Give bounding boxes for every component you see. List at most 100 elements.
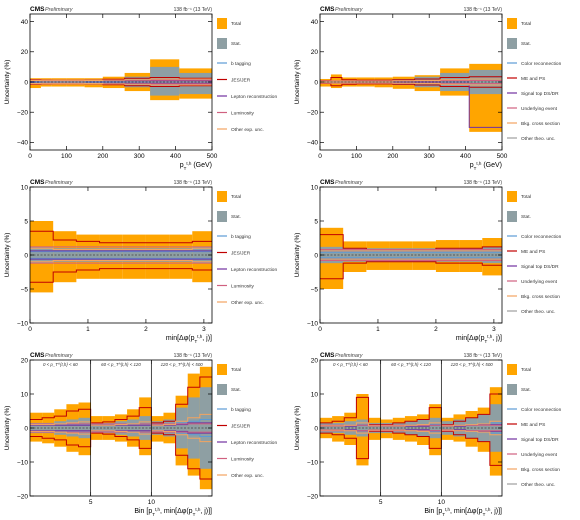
legend-label: b tagging [231, 234, 251, 240]
bin-note: 0 < p_T^{t,h} < 60 [333, 362, 368, 367]
legend-label: Lepton reconstruction [231, 267, 277, 273]
x-axis-label-part: Bin [p [424, 508, 442, 515]
legend-swatch-box [507, 364, 517, 375]
lumi-label: 138 fb⁻¹ (13 TeV) [464, 353, 503, 359]
legend-label: Bkg. cross section [521, 467, 560, 473]
x-axis-label-part: , min[Δφ(p [160, 508, 193, 515]
legend-label: Stat. [521, 214, 531, 220]
x-axis-label-part: t,h [186, 161, 192, 166]
x-axis-label-part: t,h [197, 334, 203, 339]
chart-svg-5: 0 < p_T^{t,h} < 60 60 < p_T^{t,h} < 120 12… [4, 352, 277, 517]
legend-entry: b tagging [217, 234, 251, 240]
cms-label: CMS [30, 179, 45, 186]
legend-label: Other theo. unc. [521, 309, 555, 315]
cms-label: CMS [30, 352, 45, 359]
stat-band-bin [30, 422, 43, 434]
legend-entry: Total [507, 191, 531, 202]
panel-6: 0 < p_T^{t,h} < 60 60 < p_T^{t,h} < 120 12… [290, 346, 580, 519]
x-axis-label-part: p [180, 162, 184, 169]
y-tick-label: −10 [307, 320, 318, 327]
x-axis-label-part: Bin [p [134, 508, 152, 515]
legend-label: Signal top DS/DR [521, 437, 559, 443]
legend-entry: Underlying event [507, 452, 558, 458]
systematic-line-5-down [30, 82, 212, 86]
x-tick-label: 200 [97, 153, 108, 160]
stat-band-bin [343, 248, 367, 262]
preliminary-label: Preliminary [45, 180, 74, 186]
y-tick-label: 5 [314, 218, 318, 225]
legend-label: Other exp. unc. [231, 300, 264, 306]
x-axis-label-part: , j)] [202, 335, 212, 342]
x-axis-label-part: min[Δφ(p [456, 335, 485, 342]
cms-label: CMS [30, 6, 45, 13]
stat-band-bin [344, 421, 357, 435]
x-tick-label: 0 [318, 326, 322, 333]
plot-body [320, 227, 502, 289]
stat-band-bin [414, 76, 441, 88]
legend-label: Stat. [521, 41, 531, 47]
legend-label: Other theo. unc. [521, 482, 555, 488]
y-axis-label: Uncertainty (%) [294, 233, 301, 278]
systematic-line-2-down [30, 432, 212, 480]
preliminary-label: Preliminary [335, 7, 364, 13]
legend-label: Luminosity [231, 284, 255, 290]
bin-note: 0 < p_T^{t,h} < 60 [43, 362, 78, 367]
y-tick-label: −20 [17, 493, 28, 500]
legend-label: Total [521, 367, 531, 373]
y-tick-label: −20 [307, 493, 318, 500]
legend-entry: b tagging [217, 407, 251, 413]
legend-swatch-box [507, 191, 517, 202]
y-tick-label: 10 [21, 391, 29, 398]
x-axis-label-part: T [184, 166, 187, 171]
legend-label: Luminosity [231, 111, 255, 117]
legend-label: Underlying event [521, 452, 558, 458]
legend-entry: Lepton reconstruction [217, 440, 277, 446]
panel-1: −40 −20 0 20 40 0 100 200 300 400 500 CMS Preliminar… [0, 0, 290, 173]
x-tick-label: 500 [497, 153, 508, 160]
x-tick-label: 10 [438, 499, 446, 506]
legend-entry: Other theo. unc. [507, 482, 555, 488]
legend-label: JES/JER [231, 424, 251, 430]
systematic-line-5-down [320, 429, 502, 436]
legend-entry: Bkg. cross section [507, 294, 560, 300]
stat-band-bin [187, 397, 200, 459]
legend-entry: Signal top DS/DR [507, 264, 559, 270]
y-tick-label: 20 [311, 357, 319, 364]
legend-entry: Total [217, 18, 241, 29]
x-axis-label-part: T [485, 339, 488, 344]
x-axis-label: Bin [pTt,h, min[Δφ(pTt,h, j)]] [424, 507, 502, 517]
y-tick-label: 10 [311, 391, 319, 398]
legend-label: Color reconnection [521, 234, 562, 240]
legend-entry: Other theo. unc. [507, 136, 555, 142]
chart-svg-4: −10 −5 0 5 10 0 1 2 3 CMS Preliminary 138 fb⁻¹ (13 … [294, 179, 562, 344]
y-axis-label: Uncertainty (%) [4, 233, 11, 278]
legend-label: Lepton reconstruction [231, 440, 277, 446]
y-tick-label: −5 [311, 286, 319, 293]
systematic-line-2-down [320, 430, 502, 466]
legend-entry: Signal top DS/DR [507, 437, 559, 443]
y-tick-label: −40 [307, 140, 318, 147]
plot-body [320, 387, 502, 476]
cms-label: CMS [320, 6, 335, 13]
legend-label: Underlying event [521, 279, 558, 285]
y-tick-label: 40 [21, 19, 29, 26]
chart-svg-6: 0 < p_T^{t,h} < 60 60 < p_T^{t,h} < 120 12… [294, 352, 562, 517]
systematic-line-5-up [30, 78, 212, 82]
legend-entry: Color reconnection [507, 407, 562, 413]
legend-label: ME and PS [521, 249, 545, 255]
systematic-line-5-down [30, 430, 212, 443]
plot-body [320, 63, 502, 132]
legend-entry: ME and PS [507, 76, 545, 82]
lumi-label: 138 fb⁻¹ (13 TeV) [174, 180, 213, 186]
x-axis-label: min[Δφ(pTt,h, j)] [456, 334, 502, 344]
lumi-label: 138 fb⁻¹ (13 TeV) [174, 353, 213, 359]
y-tick-label: 40 [311, 19, 319, 26]
y-tick-label: 10 [21, 184, 29, 191]
x-axis-label-part: t,h [445, 507, 451, 512]
x-tick-label: 300 [424, 153, 435, 160]
legend-label: Stat. [231, 214, 241, 220]
y-tick-label: 0 [24, 252, 28, 259]
x-tick-label: 500 [207, 153, 218, 160]
